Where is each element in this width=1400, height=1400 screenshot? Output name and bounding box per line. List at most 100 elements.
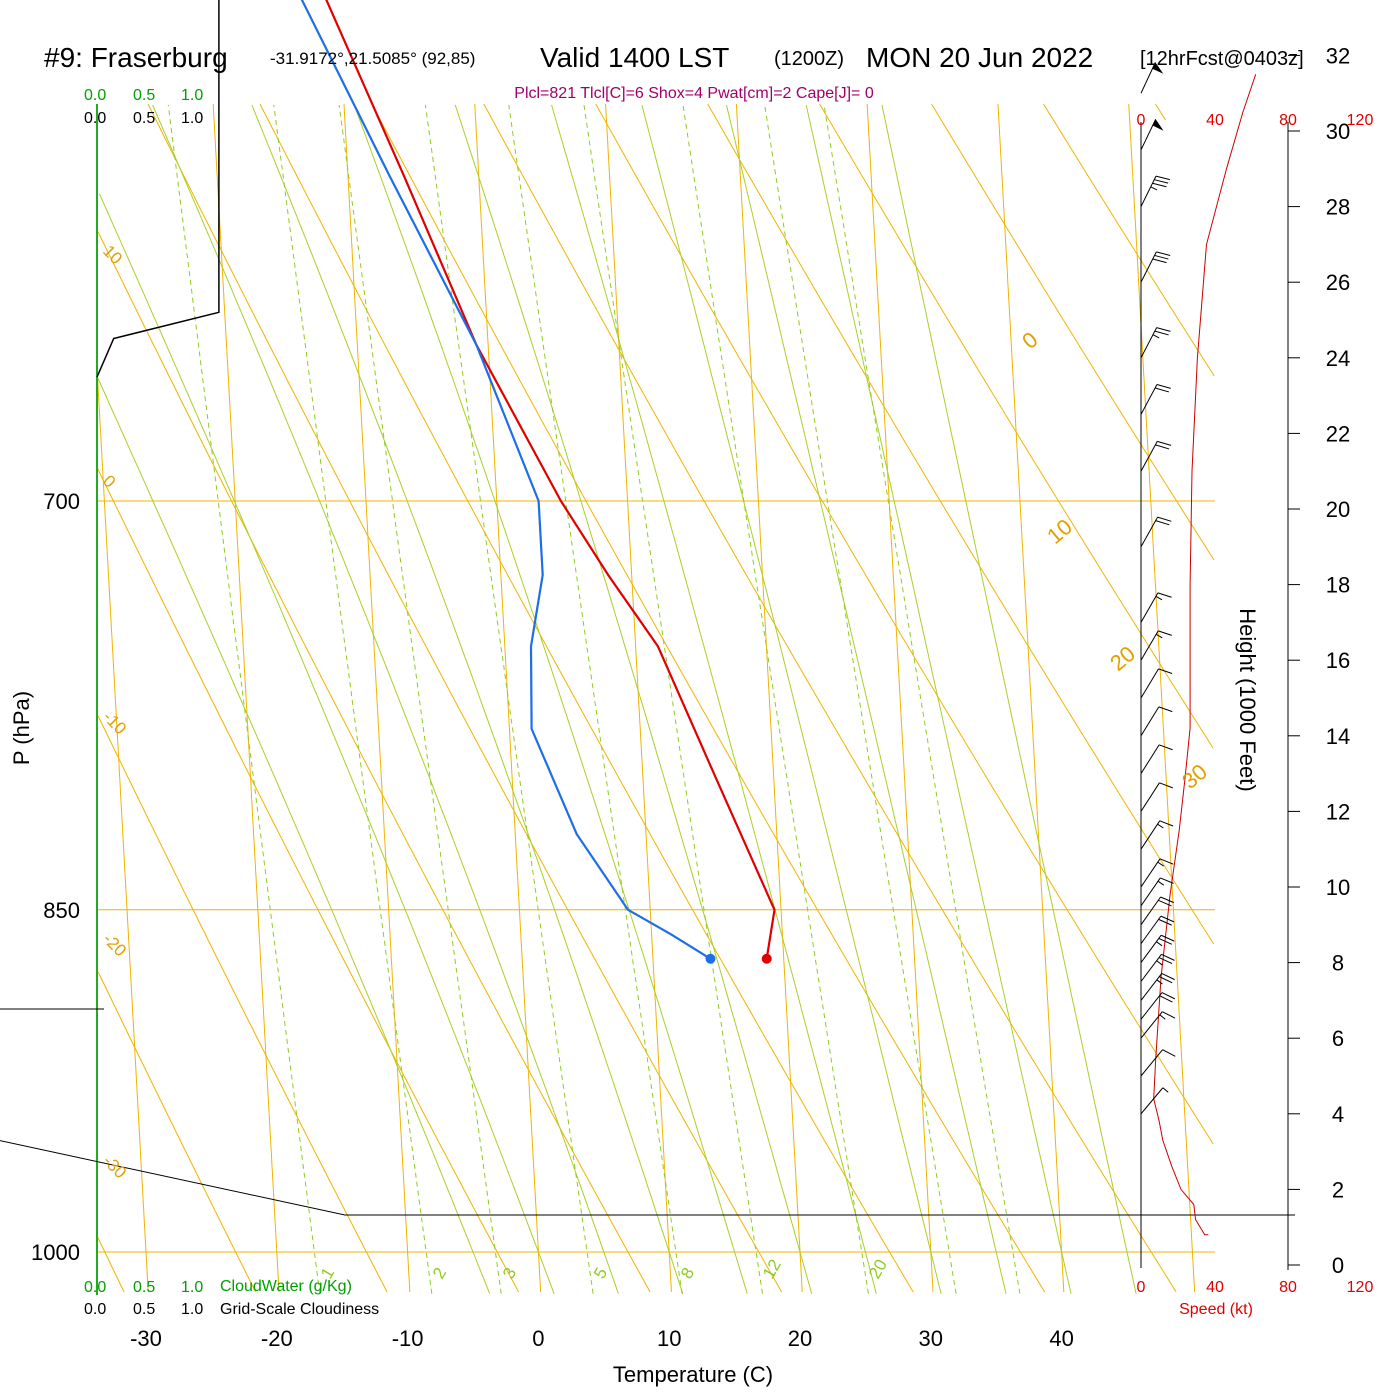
dry-adiabat-370-0 <box>1043 103 1215 377</box>
cloudiness-line <box>96 0 220 378</box>
height-tick-32: 32 <box>1326 43 1350 68</box>
surface-dewpoint-point <box>705 953 716 964</box>
cloudiness-tick-top-1: 0.5 <box>133 110 155 127</box>
wind-barb-feather-19 <box>1155 444 1170 450</box>
wind-barb-feather-3 <box>1159 995 1173 1003</box>
height-tick-4: 4 <box>1332 1102 1344 1127</box>
mixing-ratio-label-20: 20 <box>865 1256 891 1282</box>
mixing-ratio-20-0 <box>682 104 869 1294</box>
chart-background-lines <box>0 103 1295 1295</box>
wind-barb-staff-6 <box>1140 934 1162 963</box>
wind-barb-feather-23 <box>1154 179 1169 184</box>
wind-barb-staff-0 <box>1140 1087 1164 1115</box>
x-tick--10: -10 <box>392 1326 424 1351</box>
wind-barb-pennant-24 <box>1152 119 1164 131</box>
dry-adiabat-320-0 <box>483 103 1177 1293</box>
cloudiness-label: Grid-Scale Cloudiness <box>220 1301 379 1318</box>
speed-tick-bottom-1: 40 <box>1206 1279 1224 1296</box>
mixing-ratio-label-3: 3 <box>499 1264 520 1282</box>
dry-adiabat-label-10: 10 <box>1042 514 1077 549</box>
cloudiness-tick-top-0: 0.0 <box>84 110 106 127</box>
mixing-ratio-5-0 <box>424 104 594 1294</box>
moist-adiabat-10-0 <box>251 104 684 1294</box>
wind-barb-feather-11 <box>1159 820 1174 827</box>
station-title: #9: Fraserburg <box>44 42 228 73</box>
wind-barb-half-11 <box>1157 823 1164 829</box>
wind-barb-pennant-25 <box>1152 62 1164 74</box>
height-tick-10: 10 <box>1326 875 1350 900</box>
speed-tick-bottom-3: 120 <box>1347 1279 1374 1296</box>
mixing-ratio-40-0 <box>823 104 1021 1294</box>
y-tick-700: 700 <box>43 489 80 514</box>
dry-adiabat-270-0 <box>96 467 520 1293</box>
moist-adiabat-30-0 <box>641 104 942 1294</box>
height-tick-18: 18 <box>1326 573 1350 598</box>
wind-barb-feather-23 <box>1152 182 1167 188</box>
wind-barb-staff-25 <box>1140 62 1156 94</box>
cloudwater-label: CloudWater (g/Kg) <box>220 1278 352 1295</box>
wind-barb-feather-4 <box>1161 973 1175 981</box>
wind-barb-half-23 <box>1150 186 1158 191</box>
y-tick-850: 850 <box>43 898 80 923</box>
cloudwater-tick-top-0: 0.0 <box>84 87 106 104</box>
cloudwater-tick-top-1: 0.5 <box>133 87 155 104</box>
wind-barb-half-4 <box>1156 979 1163 985</box>
wind-barb-feather-9 <box>1160 877 1174 884</box>
moist-adiabat-5-0 <box>152 104 619 1294</box>
mixing-ratio-1-0 <box>167 104 321 1294</box>
mixing-ratio-2-0 <box>273 104 433 1294</box>
cloudiness-tick-bottom-2: 1.0 <box>181 1301 203 1318</box>
speed-tick-top-3: 120 <box>1347 112 1374 129</box>
isotherm-label--20: -20 <box>99 929 130 960</box>
x-tick--20: -20 <box>261 1326 293 1351</box>
speed-tick-top-1: 40 <box>1206 112 1224 129</box>
height-tick-2: 2 <box>1332 1177 1344 1202</box>
dry-adiabat-label-30: 30 <box>1177 759 1212 794</box>
station-coords: -31.9172°,21.5085° (92,85) <box>270 49 475 68</box>
wind-barb-staff-10 <box>1140 858 1161 888</box>
x-tick-30: 30 <box>919 1326 943 1351</box>
chart-series <box>96 0 1257 1236</box>
height-tick-14: 14 <box>1326 724 1350 749</box>
cloudwater-tick-top-2: 1.0 <box>181 87 203 104</box>
wind-barb-feather-6 <box>1158 937 1173 945</box>
height-tick-30: 30 <box>1326 119 1350 144</box>
x-tick--30: -30 <box>130 1326 162 1351</box>
wind-barb-feather-14 <box>1158 706 1173 713</box>
wind-barb-feather-21 <box>1154 330 1169 336</box>
height-tick-12: 12 <box>1326 799 1350 824</box>
wind-barb-half-9 <box>1157 880 1165 886</box>
wind-barb-half-10 <box>1157 861 1164 867</box>
wind-barb-staff-17 <box>1140 592 1159 623</box>
dry-adiabat-330-0 <box>595 103 1214 1145</box>
dry-adiabat-280-0 <box>97 231 651 1293</box>
moist-adiabat-0-0 <box>99 193 555 1294</box>
chart-labels: -30-20-100102030402503004005007008501000… <box>31 43 1350 1351</box>
speed-axis-label: Speed (kt) <box>1179 1301 1253 1318</box>
height-tick-0: 0 <box>1332 1253 1344 1278</box>
cloudwater-tick-bottom-0: 0.0 <box>84 1279 106 1296</box>
x-tick-20: 20 <box>788 1326 812 1351</box>
wind-barb-feather-16 <box>1158 630 1172 636</box>
moist-adiabat-25-0 <box>551 104 877 1294</box>
height-tick-6: 6 <box>1332 1026 1344 1051</box>
wind-barb-feather-15 <box>1158 668 1173 674</box>
wind-barb-feather-20 <box>1154 387 1169 393</box>
wind-barb-feather-13 <box>1158 744 1173 751</box>
y-tick-1000: 1000 <box>31 1240 80 1265</box>
right-boundary <box>0 1008 1295 1216</box>
wind-barb-feather-8 <box>1160 896 1174 904</box>
mixing-ratio-label-2: 2 <box>429 1264 450 1282</box>
isotherm--10-0 <box>343 103 411 1293</box>
mixing-ratio-label-8: 8 <box>677 1264 698 1282</box>
dry-adiabat-290-0 <box>147 103 783 1293</box>
wind-barb-feather-20 <box>1156 383 1171 389</box>
wind-barb-staff-16 <box>1140 630 1159 661</box>
height-tick-20: 20 <box>1326 497 1350 522</box>
wind-barb-staff-7 <box>1140 915 1162 944</box>
isotherm-40-0 <box>997 103 1065 1293</box>
speed-tick-bottom-2: 80 <box>1279 1279 1297 1296</box>
wind-barb-feather-5 <box>1158 957 1173 965</box>
wind-barb-staff-8 <box>1140 896 1162 926</box>
dry-adiabat-360-0 <box>931 103 1215 561</box>
